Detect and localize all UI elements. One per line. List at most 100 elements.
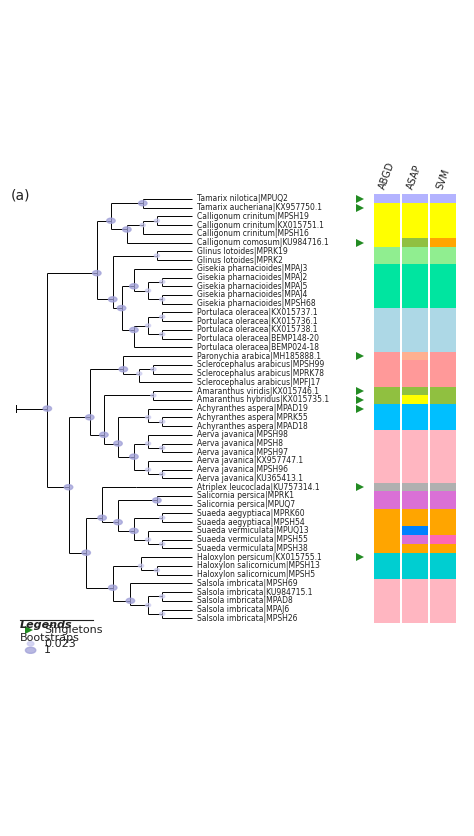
Bar	[430, 404, 456, 413]
Bar	[430, 229, 456, 238]
Ellipse shape	[146, 468, 151, 472]
Text: Singletons: Singletons	[44, 625, 102, 635]
Bar	[374, 334, 400, 343]
Bar	[402, 369, 428, 378]
Bar	[374, 203, 400, 212]
Bar	[430, 474, 456, 483]
Text: Calligonum comosum|KU984716.1: Calligonum comosum|KU984716.1	[197, 238, 328, 247]
Ellipse shape	[140, 223, 146, 227]
Bar	[402, 264, 428, 273]
Text: Gisekia pharnacioides|MPAJ4: Gisekia pharnacioides|MPAJ4	[197, 290, 307, 299]
Bar	[402, 395, 428, 405]
Bar	[374, 448, 400, 456]
Text: ASAP: ASAP	[406, 163, 424, 191]
Bar	[402, 527, 428, 535]
Text: Achyranthes aspera|MPAD19: Achyranthes aspera|MPAD19	[197, 404, 308, 413]
Ellipse shape	[160, 420, 165, 423]
Bar	[430, 482, 456, 492]
Bar	[402, 343, 428, 352]
Bar	[402, 352, 428, 360]
Bar	[374, 527, 400, 535]
Bar	[430, 247, 456, 256]
Bar	[430, 439, 456, 448]
Bar	[402, 448, 428, 456]
Ellipse shape	[130, 528, 138, 533]
Text: Sclerocephalus arabicus|MPFJ17: Sclerocephalus arabicus|MPFJ17	[197, 378, 320, 387]
Bar	[374, 500, 400, 509]
Text: 0.023: 0.023	[44, 639, 75, 649]
Text: Aerva javanica|MPSH8: Aerva javanica|MPSH8	[197, 439, 283, 448]
Bar	[430, 421, 456, 431]
Ellipse shape	[146, 289, 151, 293]
Text: Gisekia pharnacioides|MPAJ2: Gisekia pharnacioides|MPAJ2	[197, 273, 307, 282]
Bar	[430, 221, 456, 229]
Bar	[402, 229, 428, 238]
Bar	[374, 194, 400, 203]
Bar	[402, 386, 428, 395]
Ellipse shape	[92, 271, 101, 276]
Text: Glinus lotoides|MPRK2: Glinus lotoides|MPRK2	[197, 256, 283, 264]
Ellipse shape	[138, 564, 144, 568]
Bar	[402, 256, 428, 264]
Ellipse shape	[160, 612, 165, 615]
Ellipse shape	[155, 568, 159, 572]
Bar	[430, 553, 456, 562]
Bar	[374, 535, 400, 544]
Bar	[402, 500, 428, 509]
Bar	[374, 290, 400, 299]
Text: SVM: SVM	[435, 167, 452, 191]
Text: Salicornia persica|MPRK1: Salicornia persica|MPRK1	[197, 492, 294, 501]
Bar	[430, 352, 456, 360]
Text: Suaeda aegyptiaca|MPSH54: Suaeda aegyptiaca|MPSH54	[197, 517, 305, 527]
Bar	[430, 544, 456, 553]
Text: Salsola imbricata|MPSH69: Salsola imbricata|MPSH69	[197, 579, 298, 588]
Bar	[402, 299, 428, 308]
Ellipse shape	[151, 368, 156, 371]
Bar	[374, 212, 400, 221]
Bar	[374, 517, 400, 527]
Bar	[374, 456, 400, 466]
Bar	[402, 570, 428, 579]
Bar	[374, 282, 400, 291]
Bar	[402, 238, 428, 247]
Text: Aerva javanica|MPSH97: Aerva javanica|MPSH97	[197, 448, 288, 456]
Text: Atriplex leucoclada|KU757314.1: Atriplex leucoclada|KU757314.1	[197, 482, 319, 492]
Text: Haloxylon salicornicum|MPSH5: Haloxylon salicornicum|MPSH5	[197, 570, 315, 579]
Text: 1: 1	[44, 645, 51, 655]
Ellipse shape	[130, 283, 138, 289]
Text: Paronychia arabica|MH185888.1: Paronychia arabica|MH185888.1	[197, 352, 321, 360]
Text: Salsola imbricata|MPSH26: Salsola imbricata|MPSH26	[197, 614, 298, 623]
Bar	[430, 360, 456, 370]
Bar	[374, 404, 400, 413]
Bar	[430, 413, 456, 421]
Bar	[402, 290, 428, 299]
Bar	[402, 404, 428, 413]
Bar	[402, 544, 428, 553]
Bar	[402, 317, 428, 325]
Bar	[430, 517, 456, 527]
Text: (a): (a)	[11, 188, 30, 202]
Text: Gisekia pharnacioides|MPSH68: Gisekia pharnacioides|MPSH68	[197, 299, 316, 308]
Ellipse shape	[160, 543, 165, 546]
Text: Tamarix aucheriana|KX957750.1: Tamarix aucheriana|KX957750.1	[197, 203, 322, 212]
Bar	[374, 317, 400, 325]
Bar	[374, 264, 400, 273]
Ellipse shape	[146, 538, 151, 541]
Bar	[402, 221, 428, 229]
Bar	[374, 247, 400, 256]
Text: Portulaca oleracea|BEMP024-18: Portulaca oleracea|BEMP024-18	[197, 343, 319, 352]
Bar	[430, 527, 456, 535]
Bar	[374, 596, 400, 605]
Ellipse shape	[64, 485, 73, 490]
Bar	[430, 492, 456, 500]
Ellipse shape	[109, 585, 117, 590]
Text: Portulaca oleracea|KX015737.1: Portulaca oleracea|KX015737.1	[197, 308, 318, 317]
Ellipse shape	[114, 519, 122, 525]
Bar	[430, 238, 456, 247]
Text: Aerva javanica|KU365413.1: Aerva javanica|KU365413.1	[197, 474, 303, 483]
Bar	[402, 247, 428, 256]
Text: Amaranthus hybridus|KX015735.1: Amaranthus hybridus|KX015735.1	[197, 395, 329, 405]
Bar	[430, 448, 456, 456]
Bar	[374, 614, 400, 623]
Ellipse shape	[160, 333, 165, 336]
